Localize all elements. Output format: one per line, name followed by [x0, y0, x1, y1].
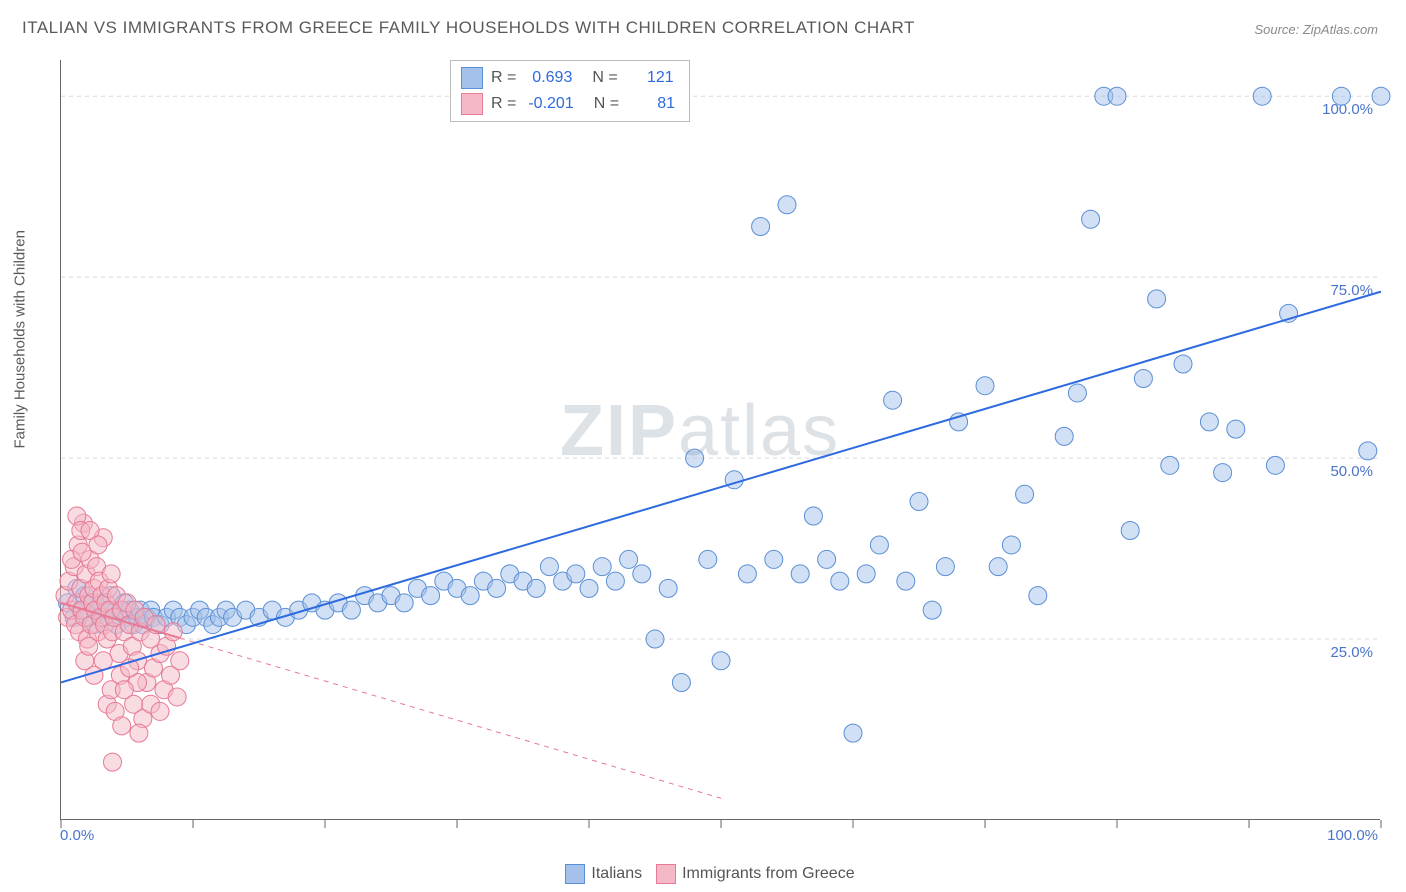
- legend-bottom: Italians Immigrants from Greece: [0, 864, 1406, 884]
- chart-title: ITALIAN VS IMMIGRANTS FROM GREECE FAMILY…: [22, 18, 915, 38]
- data-point: [1068, 384, 1086, 402]
- legend-swatch: [656, 864, 676, 884]
- data-point: [580, 579, 598, 597]
- data-point: [1134, 369, 1152, 387]
- data-point: [976, 377, 994, 395]
- data-point: [752, 217, 770, 235]
- data-point: [461, 587, 479, 605]
- data-point: [527, 579, 545, 597]
- legend-label: Italians: [591, 865, 642, 882]
- data-point: [1016, 485, 1034, 503]
- data-point: [1002, 536, 1020, 554]
- x-axis-min-label: 0.0%: [60, 827, 94, 844]
- data-point: [1029, 587, 1047, 605]
- data-point: [923, 601, 941, 619]
- data-point: [646, 630, 664, 648]
- data-point: [488, 579, 506, 597]
- data-point: [910, 493, 928, 511]
- data-point: [1214, 464, 1232, 482]
- data-point: [73, 543, 91, 561]
- data-point: [1227, 420, 1245, 438]
- r-value: -0.201: [524, 95, 577, 113]
- data-point: [1121, 521, 1139, 539]
- data-point: [1359, 442, 1377, 460]
- n-value: 121: [626, 69, 678, 87]
- data-point: [102, 565, 120, 583]
- legend-stats-box: R = 0.693 N = 121 R = -0.201 N = 81: [450, 60, 690, 122]
- trend-line-dashed: [180, 638, 721, 798]
- y-axis-title: Family Households with Children: [12, 230, 29, 448]
- r-value: 0.693: [524, 69, 576, 87]
- data-point: [818, 550, 836, 568]
- n-label: N =: [592, 69, 617, 87]
- data-point: [765, 550, 783, 568]
- legend-swatch: [461, 93, 483, 115]
- data-point: [540, 558, 558, 576]
- legend-label: Immigrants from Greece: [682, 865, 854, 882]
- data-point: [844, 724, 862, 742]
- y-tick-label: 100.0%: [1322, 101, 1373, 118]
- data-point: [857, 565, 875, 583]
- data-point: [936, 558, 954, 576]
- data-point: [699, 550, 717, 568]
- data-point: [686, 449, 704, 467]
- trend-line-solid: [61, 292, 1381, 683]
- data-point: [1174, 355, 1192, 373]
- data-point: [778, 196, 796, 214]
- data-point: [113, 717, 131, 735]
- r-label: R =: [491, 95, 516, 113]
- legend-swatch: [461, 67, 483, 89]
- data-point: [870, 536, 888, 554]
- data-point: [989, 558, 1007, 576]
- data-point: [168, 688, 186, 706]
- legend-stat-row: R = -0.201 N = 81: [461, 91, 679, 117]
- data-point: [1082, 210, 1100, 228]
- data-point: [171, 652, 189, 670]
- data-point: [89, 536, 107, 554]
- data-point: [712, 652, 730, 670]
- data-point: [1253, 87, 1271, 105]
- data-point: [804, 507, 822, 525]
- plot-area: 25.0%50.0%75.0%100.0%: [60, 60, 1380, 820]
- data-point: [103, 753, 121, 771]
- n-label: N =: [594, 95, 619, 113]
- chart-svg: 25.0%50.0%75.0%100.0%: [61, 60, 1380, 819]
- data-point: [130, 724, 148, 742]
- data-point: [738, 565, 756, 583]
- data-point: [80, 637, 98, 655]
- source-attribution: Source: ZipAtlas.com: [1254, 22, 1378, 37]
- data-point: [151, 702, 169, 720]
- data-point: [633, 565, 651, 583]
- data-point: [791, 565, 809, 583]
- r-label: R =: [491, 69, 516, 87]
- data-point: [725, 471, 743, 489]
- y-tick-label: 25.0%: [1330, 644, 1373, 661]
- data-point: [1161, 456, 1179, 474]
- data-point: [884, 391, 902, 409]
- x-axis-max-label: 100.0%: [1327, 827, 1378, 844]
- data-point: [1372, 87, 1390, 105]
- data-point: [897, 572, 915, 590]
- data-point: [1108, 87, 1126, 105]
- data-point: [1200, 413, 1218, 431]
- y-tick-label: 50.0%: [1330, 463, 1373, 480]
- data-point: [1055, 427, 1073, 445]
- data-point: [567, 565, 585, 583]
- data-point: [593, 558, 611, 576]
- data-point: [620, 550, 638, 568]
- n-value: 81: [627, 95, 679, 113]
- legend-stat-row: R = 0.693 N = 121: [461, 65, 679, 91]
- data-point: [672, 673, 690, 691]
- data-point: [1332, 87, 1350, 105]
- data-point: [342, 601, 360, 619]
- data-point: [659, 579, 677, 597]
- legend-swatch: [565, 864, 585, 884]
- data-point: [606, 572, 624, 590]
- data-point: [1266, 456, 1284, 474]
- data-point: [395, 594, 413, 612]
- data-point: [115, 681, 133, 699]
- data-point: [1148, 290, 1166, 308]
- data-point: [831, 572, 849, 590]
- data-point: [422, 587, 440, 605]
